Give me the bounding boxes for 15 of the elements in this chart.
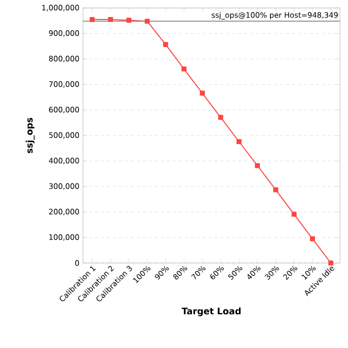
point: [108, 16, 114, 22]
point: [310, 236, 315, 242]
point: [218, 114, 224, 120]
point: [126, 18, 132, 23]
point: [163, 42, 168, 47]
x-axis-title: Target Load: [182, 307, 241, 316]
point: [236, 139, 242, 144]
point: [254, 163, 260, 168]
point: [273, 187, 278, 192]
point: [181, 66, 186, 72]
point: [200, 90, 205, 96]
point: [90, 16, 95, 22]
point: [328, 260, 334, 266]
point: [292, 212, 297, 217]
y-axis-title: ssj_ops: [26, 118, 35, 154]
